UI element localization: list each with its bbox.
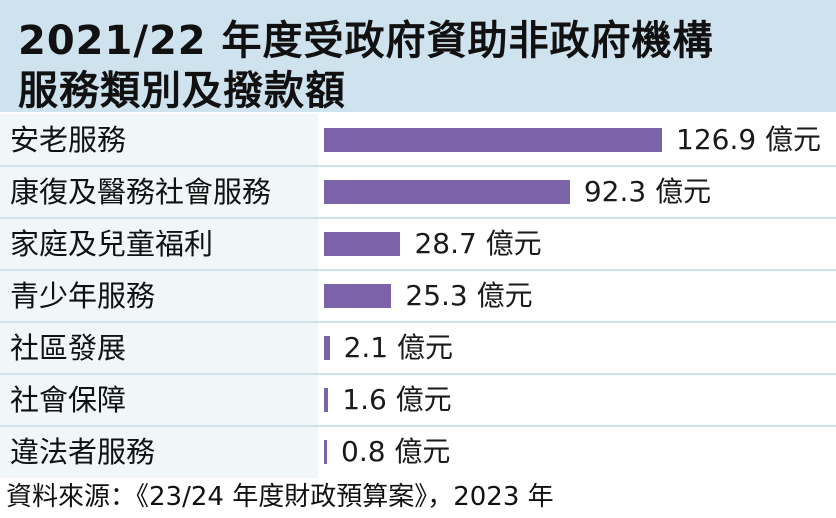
bar [324,180,570,204]
row-divider [0,269,836,271]
data-label: 28.7 億元 [414,227,542,260]
row-divider [0,321,836,323]
data-label: 25.3 億元 [405,279,533,312]
chart-title-line-1: 2021/22 年度受政府資助非政府機構 [18,18,714,64]
row-divider [0,373,836,375]
category-label: 青少年服務 [10,279,156,313]
bar [324,232,401,256]
row-divider [0,425,836,427]
category-label: 家庭及兒童福利 [10,227,214,261]
bar-chart: 安老服務 126.9 億元康復及醫務社會服務 92.3 億元家庭及兒童福利 28.7 … [0,114,836,478]
row-divider [0,217,836,219]
category-label: 社區發展 [10,331,127,365]
data-label: 0.8 億元 [341,435,451,468]
bar [324,388,329,412]
title-band: 2021/22 年度受政府資助非政府機構 服務類別及撥款額 [0,0,836,114]
chart-title-line-2: 服務類別及撥款額 [18,68,346,114]
category-label: 違法者服務 [10,435,156,469]
data-label: 126.9 億元 [676,123,822,156]
bar [324,336,330,360]
bar [324,440,327,464]
category-label: 康復及醫務社會服務 [10,175,272,209]
bar [324,128,662,152]
data-label: 2.1 億元 [343,331,454,364]
row-divider [0,165,836,167]
category-label: 安老服務 [10,123,127,157]
source-note: 資料來源：《23/24 年度財政預算案》，2023 年 [6,482,554,512]
category-label: 社會保障 [10,383,127,417]
data-label: 1.6 億元 [342,383,452,416]
data-label: 92.3 億元 [583,175,712,208]
category-column [0,114,318,478]
bar [324,284,392,308]
